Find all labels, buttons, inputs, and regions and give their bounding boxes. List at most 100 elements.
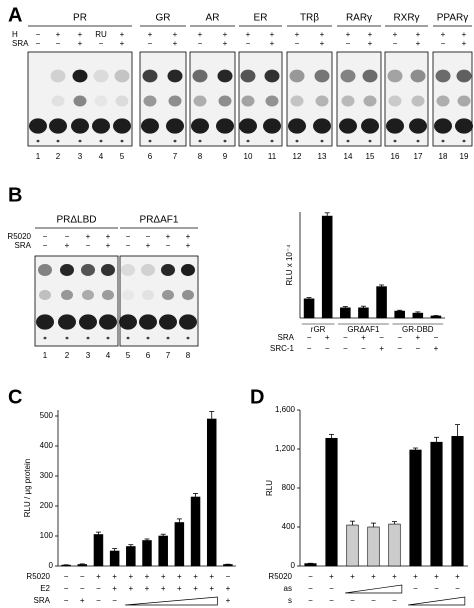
bar [412,312,424,319]
bar [303,298,315,319]
row-sign: − [379,333,384,342]
row-sign: − [397,344,402,353]
spot [93,69,109,83]
spot [462,139,466,143]
group-label: PRΔAF1 [140,215,179,226]
spot [56,139,60,143]
spot [81,264,95,276]
bar [358,307,369,319]
spot [295,139,299,143]
y-tick-label: 0 [291,561,296,570]
spot [241,95,255,107]
spot [71,118,89,134]
spot [122,289,134,301]
sra-sign: + [173,39,178,48]
lane-number: 1 [36,152,41,161]
panel-letter: A [8,4,22,26]
spot [455,118,473,134]
y-axis-label: RLU [265,480,274,496]
lane-number: 13 [318,152,327,161]
row-sign: + [415,333,420,342]
lane-number: 7 [166,351,171,360]
sra-sign: + [146,241,151,250]
h-sign: + [441,30,446,39]
lane-number: 17 [414,152,423,161]
row-label: R5020 [26,572,50,581]
row-sign: − [455,584,460,593]
y-tick-label: 1,200 [275,444,296,453]
spot [58,314,76,330]
spot [456,69,472,83]
bar [190,496,201,567]
row-sign: − [80,584,85,593]
bar [109,550,120,567]
y-tick-label: 1,600 [275,405,296,414]
y-tick-label: 0 [49,561,54,570]
group-label: RXRγ [393,13,419,24]
row-sign: + [209,572,214,581]
spot [341,95,355,107]
sra-sign: − [393,39,398,48]
spot [434,118,452,134]
row-sign: − [112,596,117,605]
spot [192,69,208,83]
spot [29,118,47,134]
sra-sign: + [368,39,373,48]
bar [430,315,442,319]
sra-sign: − [148,39,153,48]
spot [50,69,66,83]
row-sign: − [64,596,69,605]
bar [346,524,359,567]
spot [78,139,82,143]
row-label: SRA [12,39,29,48]
row-sign: + [392,572,397,581]
row-sign: + [177,584,182,593]
spot [113,118,131,134]
y-axis-label: RLU x 10⁻⁴ [285,244,294,286]
row-sign: − [434,584,439,593]
sra-sign: − [56,39,61,48]
row-label: E2 [40,584,50,593]
spot [162,289,174,301]
row-sign: − [64,584,69,593]
spot [290,95,304,107]
sra-sign: + [106,241,111,250]
spot [435,69,451,83]
gradient-wedge [125,596,218,606]
row-sign: + [434,344,439,353]
h-sign: + [368,30,373,39]
spot [182,289,194,301]
spot [168,95,182,107]
lane-number: 12 [293,152,302,161]
h-sign: RU [95,30,107,39]
spot [114,69,130,83]
row-sign: + [226,584,231,593]
r5020-sign: + [166,232,171,241]
spot [102,289,114,301]
sra-sign: + [65,241,70,250]
y-tick-label: 400 [40,441,54,450]
h-sign: + [246,30,251,39]
row-sign: + [209,584,214,593]
h-sign: + [173,30,178,39]
spot [65,336,69,340]
spot [340,69,356,83]
spot [411,95,425,107]
spot [49,118,67,134]
row-sign: − [308,596,313,605]
spot [61,289,73,301]
lane-number: 5 [126,351,131,360]
spot [173,139,177,143]
h-sign: + [120,30,125,39]
row-sign: + [145,584,150,593]
bar [158,535,168,567]
panel-letter: C [8,386,22,408]
sra-sign: − [346,39,351,48]
bar [340,307,351,319]
spot [181,264,195,276]
spot [99,314,117,330]
spot [120,139,124,143]
lane-number: 6 [146,351,151,360]
spot [217,69,233,83]
h-sign: + [462,30,467,39]
